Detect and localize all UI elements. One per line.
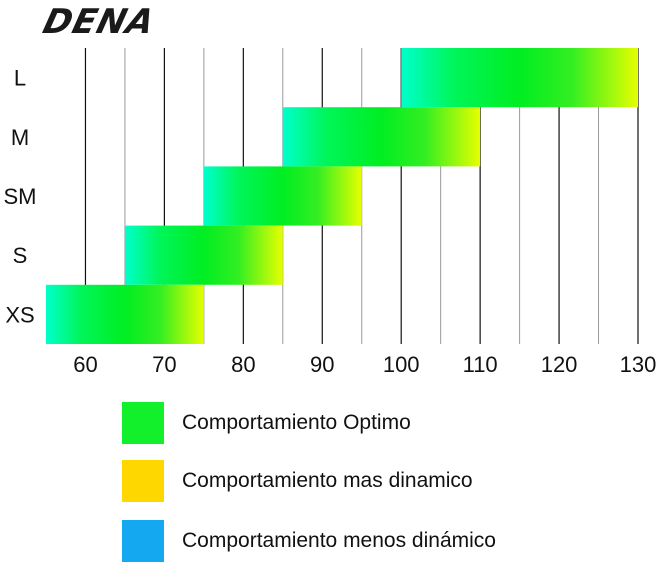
legend-item-optimo: Comportamiento Optimo <box>122 402 411 444</box>
legend-label-optimo: Comportamiento Optimo <box>182 411 411 434</box>
bars-layer <box>46 48 638 344</box>
x-tick-labels: 60 70 80 90 100 110 120 130 <box>73 352 656 377</box>
bar-m <box>282 107 481 167</box>
x-tick-label: 110 <box>463 352 498 377</box>
bar-l <box>401 48 638 108</box>
size-chart: 60 70 80 90 100 110 120 130 L M SM S XS <box>4 48 656 377</box>
legend-item-menos-dinamico: Comportamiento menos dinámico <box>122 520 496 562</box>
x-tick-label: 130 <box>620 352 657 377</box>
x-tick-label: 80 <box>231 352 255 377</box>
y-tick-label-sm: SM <box>4 184 37 209</box>
x-tick-label: 60 <box>73 352 97 377</box>
x-tick-label: 90 <box>310 352 334 377</box>
bar-s <box>124 225 283 285</box>
legend-swatch-menos-dinamico <box>122 520 164 562</box>
bar-sm <box>203 166 362 226</box>
y-tick-label-m: M <box>11 125 29 150</box>
x-tick-label: 70 <box>152 352 176 377</box>
legend-label-mas-dinamico: Comportamiento mas dinamico <box>182 469 473 492</box>
legend-label-menos-dinamico: Comportamiento menos dinámico <box>182 529 496 552</box>
y-tick-labels: L M SM S XS <box>4 66 37 328</box>
x-tick-label: 100 <box>383 352 420 377</box>
legend-swatch-optimo <box>122 402 164 444</box>
y-tick-label-xs: XS <box>5 302 34 327</box>
x-tick-label: 120 <box>541 352 578 377</box>
y-tick-label-s: S <box>13 243 28 268</box>
legend-item-mas-dinamico: Comportamiento mas dinamico <box>122 460 473 502</box>
legend-swatch-mas-dinamico <box>122 460 164 502</box>
y-tick-label-l: L <box>14 66 26 91</box>
bar-xs <box>46 284 204 344</box>
